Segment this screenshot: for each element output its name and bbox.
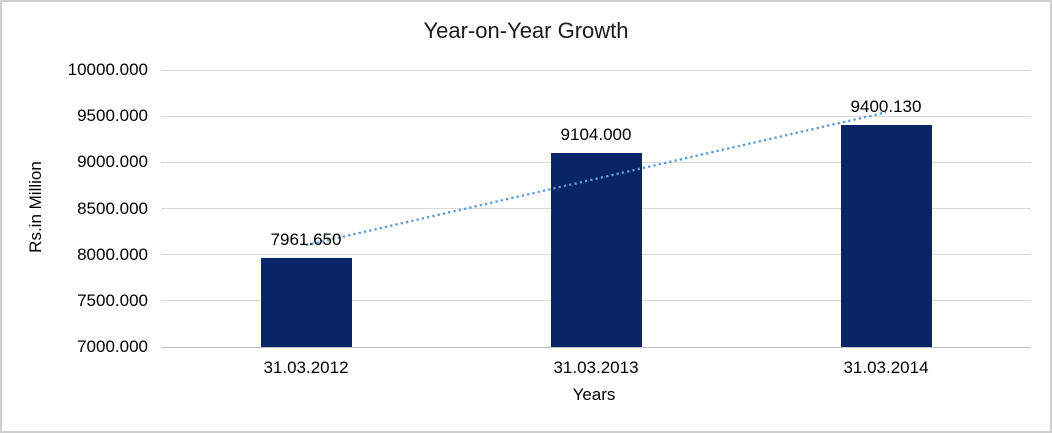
y-tick-label: 8500.000: [77, 198, 148, 218]
bar: [840, 125, 932, 347]
gridline: [161, 115, 1031, 117]
x-axis-title: Years: [572, 385, 616, 404]
trendline: [305, 111, 887, 247]
y-tick-label: 9000.000: [77, 152, 148, 172]
gridline: [161, 346, 1031, 348]
x-tick-label: 31.03.2013: [553, 358, 639, 377]
x-tick-label: 31.03.2014: [843, 358, 929, 377]
y-tick-label: 8000.000: [77, 244, 148, 264]
data-label: 9400.130: [850, 97, 922, 117]
bar: [260, 258, 352, 347]
x-tick-label: 31.03.2012: [263, 358, 349, 377]
y-tick-label: 9500.000: [77, 106, 148, 126]
chart-title: Year-on-Year Growth: [423, 18, 629, 43]
y-tick-label: 10000.000: [67, 60, 148, 79]
data-label: 9104.000: [560, 124, 632, 144]
y-tick-label: 7000.000: [77, 337, 148, 356]
y-tick-label: 7500.000: [77, 290, 148, 310]
data-label: 7961.650: [270, 230, 342, 250]
gridline: [161, 69, 1031, 71]
